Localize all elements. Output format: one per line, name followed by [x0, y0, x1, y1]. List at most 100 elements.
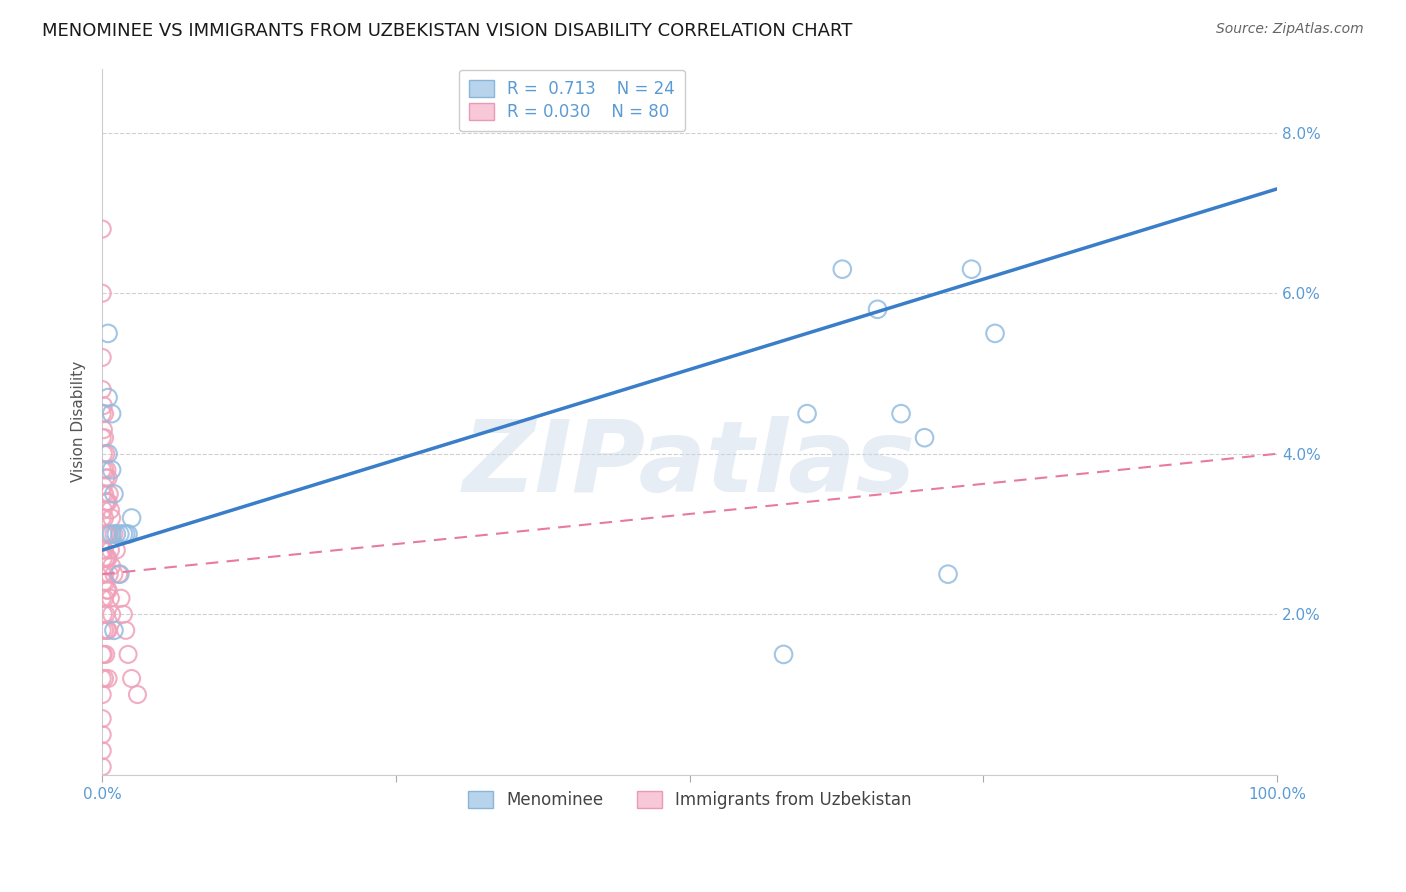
Point [866, 302, 889, 317]
Point [93, 591, 115, 606]
Point [91, 648, 114, 662]
Point [91, 431, 114, 445]
Point [108, 567, 131, 582]
Point [91, 712, 114, 726]
Point [97, 527, 120, 541]
Point [91, 744, 114, 758]
Point [117, 648, 139, 662]
Point [91, 591, 114, 606]
Point [936, 567, 959, 582]
Point [91, 351, 114, 365]
Point [100, 607, 122, 622]
Point [96, 551, 118, 566]
Point [93, 479, 115, 493]
Point [93, 399, 115, 413]
Point [96, 463, 118, 477]
Point [97, 672, 120, 686]
Point [984, 326, 1007, 341]
Point [100, 407, 122, 421]
Point [100, 527, 122, 541]
Point [772, 648, 794, 662]
Point [914, 431, 936, 445]
Point [93, 431, 115, 445]
Point [93, 423, 115, 437]
Point [93, 487, 115, 501]
Point [103, 527, 125, 541]
Point [98, 527, 121, 541]
Point [91, 463, 114, 477]
Point [112, 607, 135, 622]
Point [94, 471, 117, 485]
Point [91, 688, 114, 702]
Point [94, 648, 117, 662]
Point [91, 567, 114, 582]
Point [112, 527, 135, 541]
Point [97, 624, 120, 638]
Point [100, 503, 122, 517]
Point [97, 471, 120, 485]
Point [91, 222, 114, 236]
Text: ZIPatlas: ZIPatlas [463, 416, 917, 513]
Point [91, 543, 114, 558]
Text: MENOMINEE VS IMMIGRANTS FROM UZBEKISTAN VISION DISABILITY CORRELATION CHART: MENOMINEE VS IMMIGRANTS FROM UZBEKISTAN … [42, 22, 852, 40]
Point [91, 487, 114, 501]
Point [96, 495, 118, 509]
Point [121, 672, 143, 686]
Point [91, 672, 114, 686]
Point [105, 527, 128, 541]
Point [97, 447, 120, 461]
Point [93, 567, 115, 582]
Point [93, 511, 115, 525]
Point [110, 591, 132, 606]
Point [890, 407, 912, 421]
Point [93, 543, 115, 558]
Point [114, 624, 136, 638]
Point [98, 567, 121, 582]
Text: Source: ZipAtlas.com: Source: ZipAtlas.com [1216, 22, 1364, 37]
Point [96, 583, 118, 598]
Point [91, 511, 114, 525]
Point [107, 567, 129, 582]
Point [96, 527, 118, 541]
Point [100, 511, 122, 525]
Point [93, 607, 115, 622]
Point [93, 648, 115, 662]
Point [117, 527, 139, 541]
Point [97, 495, 120, 509]
Point [127, 688, 149, 702]
Point [100, 463, 122, 477]
Point [97, 326, 120, 341]
Point [91, 383, 114, 397]
Point [960, 262, 983, 277]
Point [93, 447, 115, 461]
Point [94, 551, 117, 566]
Point [97, 583, 120, 598]
Point [93, 551, 115, 566]
Point [91, 728, 114, 742]
Point [108, 527, 131, 541]
Point [97, 551, 120, 566]
Point [91, 407, 114, 421]
Point [94, 575, 117, 590]
Point [94, 447, 117, 461]
Point [831, 262, 853, 277]
Point [103, 567, 125, 582]
Point [94, 527, 117, 541]
Point [98, 487, 121, 501]
Point [93, 503, 115, 517]
Point [91, 624, 114, 638]
Point [94, 495, 117, 509]
Point [93, 407, 115, 421]
Point [93, 463, 115, 477]
Point [114, 527, 136, 541]
Point [121, 511, 143, 525]
Point [91, 760, 114, 774]
Point [100, 591, 122, 606]
Point [103, 487, 125, 501]
Point [91, 286, 114, 301]
Point [93, 672, 115, 686]
Point [94, 607, 117, 622]
Point [93, 575, 115, 590]
Point [100, 559, 122, 574]
Point [93, 527, 115, 541]
